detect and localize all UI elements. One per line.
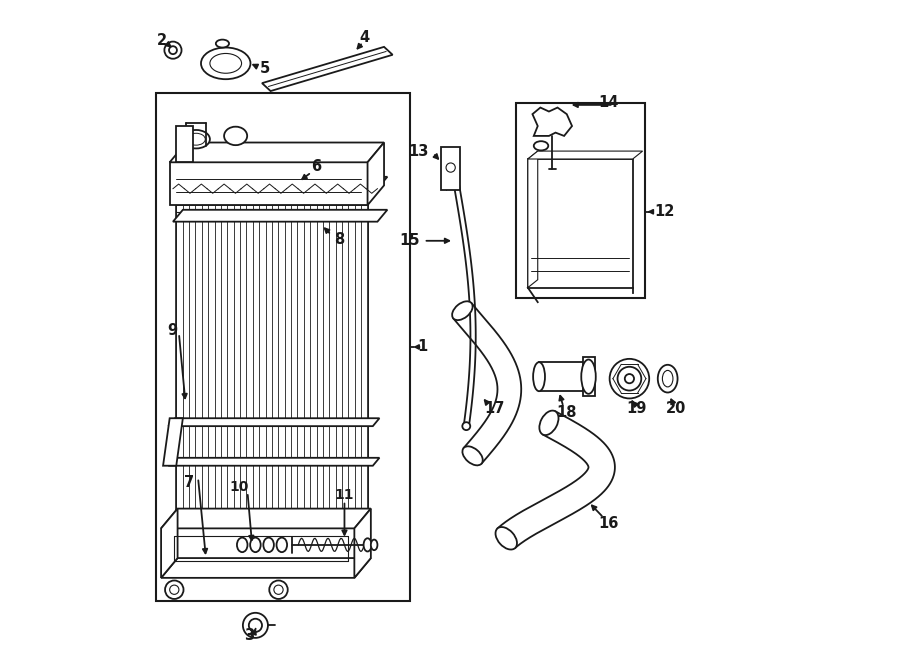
Ellipse shape [534, 141, 548, 151]
Ellipse shape [371, 539, 377, 550]
Text: 7: 7 [184, 475, 194, 490]
Bar [157, 93, 410, 601]
Polygon shape [170, 143, 384, 163]
Polygon shape [367, 143, 384, 205]
Text: 18: 18 [556, 405, 576, 420]
Text: 9: 9 [167, 323, 177, 338]
Text: 14: 14 [598, 95, 618, 110]
Ellipse shape [182, 130, 210, 149]
Polygon shape [161, 558, 371, 578]
Text: 10: 10 [230, 480, 248, 494]
Text: 16: 16 [598, 516, 618, 531]
Polygon shape [161, 508, 177, 578]
Text: 17: 17 [485, 401, 505, 416]
Ellipse shape [201, 48, 250, 79]
Ellipse shape [250, 537, 261, 552]
Ellipse shape [463, 446, 482, 465]
Circle shape [617, 367, 642, 391]
Polygon shape [583, 357, 595, 397]
Circle shape [446, 163, 455, 173]
Ellipse shape [581, 360, 596, 394]
Text: 20: 20 [665, 401, 686, 416]
Circle shape [274, 585, 284, 594]
Ellipse shape [237, 537, 248, 552]
Polygon shape [173, 176, 387, 188]
Text: 15: 15 [400, 233, 419, 249]
Ellipse shape [496, 527, 517, 549]
Text: 6: 6 [311, 159, 321, 175]
Bar [176, 205, 367, 518]
Text: 1: 1 [418, 340, 428, 354]
Text: 5: 5 [260, 61, 270, 76]
Text: 12: 12 [654, 204, 675, 219]
Polygon shape [168, 458, 380, 466]
Text: 4: 4 [359, 30, 369, 45]
Text: 3: 3 [244, 628, 254, 642]
Bar [441, 147, 460, 190]
Ellipse shape [210, 54, 241, 73]
Circle shape [170, 585, 179, 594]
Circle shape [165, 42, 182, 59]
Polygon shape [527, 151, 643, 159]
Ellipse shape [264, 537, 274, 552]
Polygon shape [527, 151, 537, 288]
Polygon shape [527, 159, 633, 288]
Ellipse shape [662, 370, 673, 387]
Text: 13: 13 [409, 143, 429, 159]
Polygon shape [163, 418, 183, 466]
Ellipse shape [364, 538, 372, 551]
Ellipse shape [216, 40, 229, 48]
Polygon shape [173, 210, 387, 221]
Circle shape [609, 359, 649, 399]
Circle shape [165, 580, 184, 599]
Polygon shape [355, 508, 371, 578]
Ellipse shape [533, 362, 545, 391]
Text: 11: 11 [335, 488, 355, 502]
Circle shape [625, 374, 634, 383]
Ellipse shape [539, 410, 559, 435]
Ellipse shape [276, 537, 287, 552]
Polygon shape [170, 163, 367, 205]
Circle shape [269, 580, 288, 599]
Bar [516, 103, 644, 297]
Bar [176, 126, 193, 163]
Polygon shape [539, 362, 589, 391]
Polygon shape [168, 418, 380, 426]
Circle shape [248, 619, 262, 632]
Text: 2: 2 [157, 33, 166, 48]
Ellipse shape [452, 301, 472, 320]
Circle shape [463, 422, 470, 430]
Ellipse shape [224, 127, 248, 145]
Text: 8: 8 [334, 232, 345, 247]
Ellipse shape [187, 134, 205, 145]
Polygon shape [262, 47, 392, 91]
Text: 19: 19 [626, 401, 647, 416]
Ellipse shape [658, 365, 678, 393]
Circle shape [243, 613, 268, 638]
Polygon shape [161, 508, 371, 528]
Polygon shape [533, 108, 572, 136]
Circle shape [169, 46, 177, 54]
